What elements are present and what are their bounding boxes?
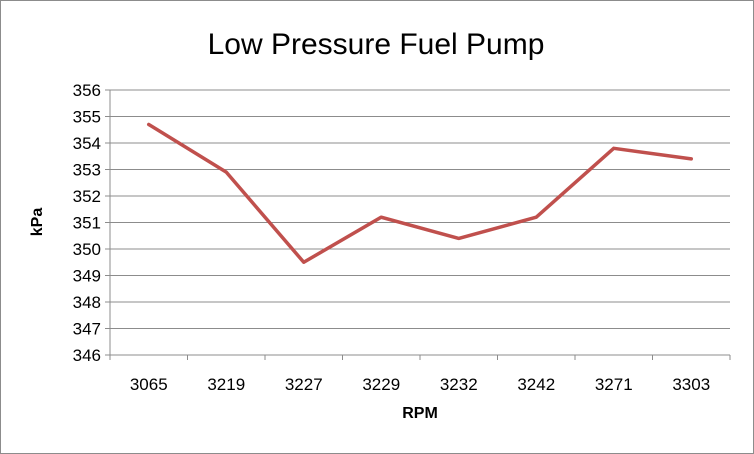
y-tick-label: 353: [73, 161, 101, 180]
y-tick-label: 350: [73, 240, 101, 259]
y-axis-label: kPa: [29, 208, 46, 237]
y-tick-labels: 346 347 348 349 350 351 352 353 354 355 356: [73, 81, 101, 365]
x-tick-label: 3232: [440, 375, 478, 394]
gridlines: [105, 89, 730, 356]
axes: [109, 90, 731, 360]
y-tick-label: 348: [73, 293, 101, 312]
y-tick-label: 356: [73, 81, 101, 100]
y-tick-label: 355: [73, 108, 101, 127]
x-tick-label: 3227: [285, 375, 323, 394]
x-tick-label: 3065: [130, 375, 168, 394]
y-tick-label: 351: [73, 214, 101, 233]
x-tick-label: 3242: [517, 375, 555, 394]
y-tick-label: 352: [73, 187, 101, 206]
y-tick-label: 354: [73, 134, 101, 153]
series-line: [147, 122, 693, 264]
x-tick-label: 3303: [672, 375, 710, 394]
x-tick-label: 3219: [207, 375, 245, 394]
x-axis-label: RPM: [402, 405, 438, 422]
series-group: [147, 122, 693, 264]
y-tick-label: 349: [73, 267, 101, 286]
chart-title: Low Pressure Fuel Pump: [208, 28, 545, 61]
x-tick-labels: 3065 3219 3227 3229 3232 3242 3271 3303: [130, 375, 710, 394]
x-tick-label: 3229: [362, 375, 400, 394]
y-tick-label: 347: [73, 320, 101, 339]
x-tick-label: 3271: [595, 375, 633, 394]
y-tick-label: 346: [73, 346, 101, 365]
